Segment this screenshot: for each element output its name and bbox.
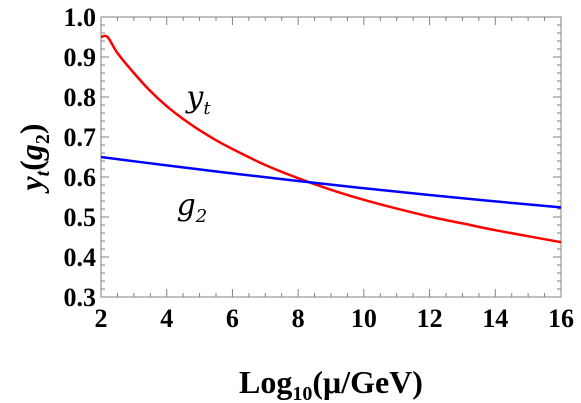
- yt-curve-label: yt: [184, 80, 211, 119]
- x-tick-label: 2: [95, 304, 108, 333]
- y-tick-label: 0.4: [64, 243, 97, 272]
- x-axis-title: Log10(μ/GeV): [239, 364, 423, 403]
- x-tick-label: 14: [482, 304, 508, 333]
- g2-curve-label: g2: [177, 188, 208, 227]
- y-tick-label: 0.8: [64, 83, 97, 112]
- y-tick-labels: 0.3 0.4 0.5 0.6 0.7 0.8 0.9 1.0: [64, 3, 97, 312]
- y-tick-label: 0.7: [64, 123, 97, 152]
- x-tick-label: 12: [417, 304, 443, 333]
- series-curves: [100, 34, 562, 244]
- series-line-g2: [100, 155, 562, 209]
- y-tick-label: 0.3: [64, 283, 97, 312]
- plot-frame: [100, 16, 562, 298]
- y-tick-label: 0.5: [64, 203, 97, 232]
- y-tick-label: 1.0: [64, 3, 97, 32]
- series-line-yt: [100, 34, 562, 244]
- x-tick-label: 6: [226, 304, 239, 333]
- axis-ticks: [100, 16, 562, 298]
- x-tick-label: 8: [292, 304, 305, 333]
- x-tick-labels: 2 4 6 8 10 12 14 16: [95, 304, 575, 333]
- x-tick-label: 4: [160, 304, 173, 333]
- y-tick-label: 0.6: [64, 163, 97, 192]
- x-tick-label: 10: [351, 304, 377, 333]
- y-axis-title: yt(g2): [13, 123, 54, 194]
- y-tick-label: 0.9: [64, 43, 97, 72]
- x-tick-label: 16: [548, 304, 574, 333]
